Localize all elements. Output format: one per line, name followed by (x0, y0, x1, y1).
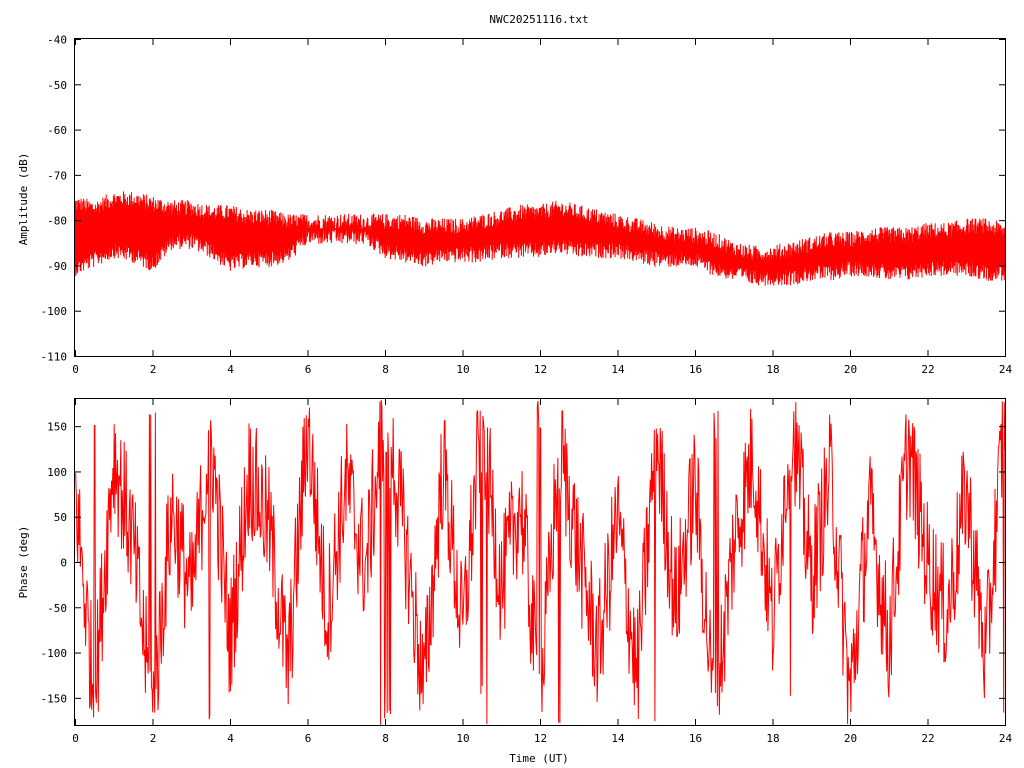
x-tick-label: 16 (689, 732, 702, 745)
amplitude-y-label: Amplitude (dB) (17, 153, 30, 246)
x-tick-label: 12 (534, 732, 547, 745)
x-tick-label: 20 (844, 732, 857, 745)
phase-series-line (74, 399, 1006, 725)
x-tick-label: 4 (227, 732, 234, 745)
chart-title: NWC20251116.txt (489, 13, 588, 26)
x-tick-label: 8 (382, 732, 389, 745)
amplitude-x-axis: 0 2 4 6 8 10 12 14 16 18 20 22 24 (72, 39, 1012, 376)
y-tick-label: -40 (47, 34, 67, 47)
amplitude-y-axis: -40 -50 -60 -70 -80 -90 -100 -110 (41, 34, 1005, 364)
x-tick-label: 14 (611, 363, 625, 376)
y-tick-label: 50 (54, 511, 67, 524)
x-tick-label: 22 (921, 363, 934, 376)
y-tick-label: 150 (47, 421, 67, 434)
y-tick-label: 100 (47, 466, 67, 479)
x-tick-label: 20 (844, 363, 857, 376)
x-tick-label: 18 (766, 363, 779, 376)
x-tick-label: 6 (305, 732, 312, 745)
x-tick-label: 4 (227, 363, 234, 376)
phase-plot-frame (74, 398, 1006, 726)
x-tick-label: 0 (72, 732, 79, 745)
x-tick-label: 14 (611, 732, 625, 745)
x-tick-label: 8 (382, 363, 389, 376)
phase-y-axis: 150 100 50 0 -50 -100 -150 (41, 421, 1005, 705)
x-tick-label: 16 (689, 363, 702, 376)
x-axis-label: Time (UT) (509, 752, 569, 765)
y-tick-label: -90 (47, 260, 67, 273)
y-tick-label: -80 (47, 215, 67, 228)
y-tick-label: 0 (60, 557, 67, 570)
y-tick-label: -50 (47, 602, 67, 615)
y-tick-label: -100 (41, 647, 68, 660)
x-tick-label: 10 (456, 363, 469, 376)
x-tick-label: 0 (72, 363, 79, 376)
phase-y-label: Phase (deg) (17, 526, 30, 599)
x-tick-label: 24 (999, 363, 1013, 376)
x-tick-label: 10 (456, 732, 469, 745)
x-tick-label: 22 (921, 732, 934, 745)
y-tick-label: -110 (41, 351, 68, 364)
amplitude-trace (74, 191, 1006, 286)
amplitude-series-line (74, 191, 1006, 286)
y-tick-label: -150 (41, 692, 68, 705)
x-tick-label: 24 (999, 732, 1013, 745)
x-tick-label: 6 (305, 363, 312, 376)
amplitude-panel: -40-50-60-70-80-90-100-110 0 2 4 6 8 10 12 14 16… (17, 34, 1012, 377)
y-tick-label: -100 (41, 305, 68, 318)
y-tick-label: -50 (47, 79, 67, 92)
x-tick-label: 12 (534, 363, 547, 376)
x-tick-label: 2 (150, 732, 157, 745)
x-tick-label: 2 (150, 363, 157, 376)
y-tick-label: -60 (47, 124, 67, 137)
x-tick-label: 18 (766, 732, 779, 745)
amplitude-plot-frame (74, 38, 1006, 357)
phase-x-axis: 0 2 4 6 8 10 12 14 16 18 20 22 24 (72, 399, 1012, 745)
phase-trace (74, 399, 1006, 725)
y-tick-label: -70 (47, 169, 67, 182)
